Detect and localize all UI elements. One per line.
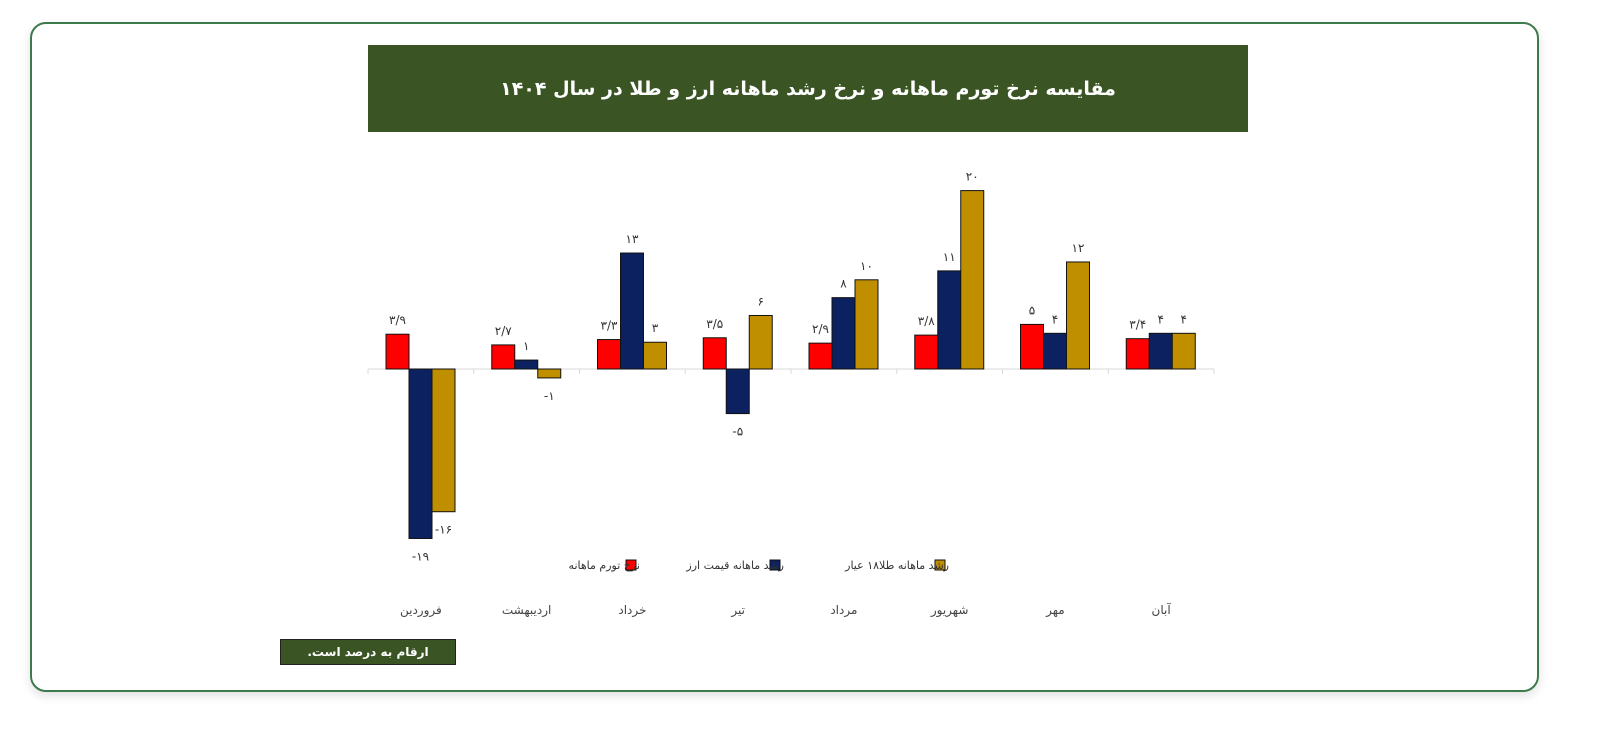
category-label: خرداد bbox=[618, 603, 646, 618]
category-label: تیر bbox=[730, 603, 745, 618]
bar bbox=[1171, 332, 1196, 370]
bar bbox=[725, 368, 750, 415]
bar bbox=[808, 342, 833, 370]
data-label: ۸ bbox=[840, 277, 847, 291]
legend-swatch bbox=[625, 559, 637, 571]
chart-card bbox=[30, 22, 1539, 692]
data-label: -۵ bbox=[732, 425, 743, 439]
bar bbox=[1066, 261, 1090, 370]
category-label: مرداد bbox=[830, 603, 857, 618]
legend-label: رشد ماهانه طلا۱۸ عیار bbox=[844, 559, 949, 572]
data-label: ۶ bbox=[758, 294, 764, 308]
bar bbox=[408, 368, 433, 539]
data-label: ۳/۵ bbox=[706, 317, 723, 331]
bar bbox=[914, 334, 939, 370]
data-label: ۳/۳ bbox=[601, 319, 618, 333]
data-label: ۳ bbox=[652, 321, 659, 335]
footnote: ارقام به درصد است. bbox=[280, 639, 456, 665]
bar bbox=[491, 344, 516, 370]
data-label: -۱۹ bbox=[412, 549, 429, 563]
bar bbox=[537, 368, 562, 379]
category-label: آبان bbox=[1152, 602, 1172, 617]
bar bbox=[854, 279, 879, 370]
legend-label: نرخ تورم ماهانه bbox=[569, 559, 640, 572]
data-label: -۱ bbox=[544, 389, 555, 403]
data-label: ۴ bbox=[1181, 312, 1187, 326]
bar bbox=[620, 252, 644, 370]
legend-swatch bbox=[934, 559, 946, 571]
legend-swatch bbox=[769, 559, 781, 571]
bar bbox=[1020, 323, 1044, 370]
bar bbox=[960, 190, 985, 370]
category-label: اردیبهشت bbox=[502, 603, 551, 618]
bar bbox=[937, 270, 962, 370]
data-label: ۳/۸ bbox=[918, 314, 935, 328]
bar bbox=[1148, 332, 1173, 370]
data-label: -۱۶ bbox=[435, 523, 452, 537]
bar bbox=[597, 339, 621, 370]
bar bbox=[643, 341, 667, 370]
bar bbox=[514, 359, 539, 370]
legend-label: رشد ماهانه قیمت ارز bbox=[685, 559, 784, 572]
data-label: ۱۲ bbox=[1072, 241, 1085, 255]
data-label: ۲۰ bbox=[966, 170, 979, 184]
data-label: ۲/۹ bbox=[812, 322, 829, 336]
data-label: ۳/۴ bbox=[1129, 318, 1146, 332]
data-label: ۱۳ bbox=[626, 232, 639, 246]
data-label: ۱ bbox=[523, 339, 529, 353]
category-label: شهریور bbox=[930, 603, 969, 618]
bar bbox=[1043, 332, 1067, 370]
bar bbox=[1125, 338, 1150, 370]
bar bbox=[431, 368, 456, 513]
bar bbox=[385, 333, 410, 370]
data-label: ۳/۹ bbox=[389, 313, 406, 327]
category-label: مهر bbox=[1045, 603, 1065, 618]
data-label: ۲/۷ bbox=[495, 324, 512, 338]
bar bbox=[831, 297, 856, 370]
data-label: ۵ bbox=[1029, 303, 1035, 317]
data-label: ۱۰ bbox=[860, 259, 873, 273]
data-label: ۱۱ bbox=[943, 250, 956, 264]
chart-title: مقایسه نرخ تورم ماهانه و نرخ رشد ماهانه … bbox=[368, 45, 1248, 132]
data-label: ۴ bbox=[1052, 312, 1058, 326]
bar bbox=[702, 337, 727, 370]
bar bbox=[748, 314, 773, 370]
data-label: ۴ bbox=[1158, 312, 1164, 326]
category-label: فروردین bbox=[400, 603, 442, 618]
